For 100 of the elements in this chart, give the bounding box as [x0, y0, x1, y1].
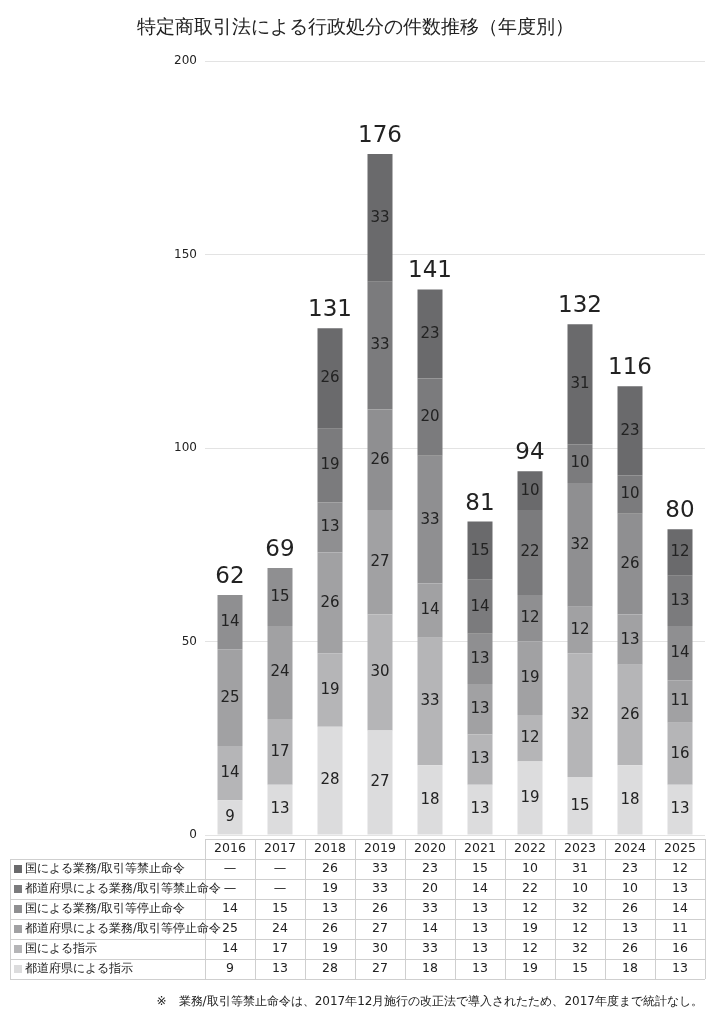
text: 23	[620, 420, 640, 439]
text: 13	[470, 749, 490, 768]
total-label: 94	[515, 438, 545, 465]
text: 27	[370, 772, 390, 791]
text: 26	[370, 449, 390, 468]
text: 9	[225, 807, 235, 826]
bar	[667, 529, 693, 576]
data-label: 32	[572, 900, 588, 916]
data-label: 23	[622, 860, 638, 876]
text: 26	[620, 554, 640, 573]
x-tick-label: 2019	[364, 840, 396, 856]
data-label: 10	[572, 880, 588, 896]
bar	[617, 664, 643, 766]
x-tick-label: 2021	[464, 840, 496, 856]
text: —	[273, 860, 287, 876]
bar	[217, 649, 243, 747]
bar	[467, 633, 493, 685]
text: 19	[520, 668, 540, 687]
data-label: 26	[322, 920, 338, 936]
data-label: 25	[222, 920, 238, 936]
data-label: 13	[472, 940, 488, 956]
total-label: 62	[215, 562, 245, 589]
text: 23	[420, 323, 440, 342]
legend-label: 国による指示	[25, 940, 97, 955]
total-label: 132	[558, 291, 602, 318]
legend-label: 国による業務/取引等禁止命令	[25, 860, 185, 875]
bar	[467, 521, 493, 580]
data-label: 30	[372, 940, 388, 956]
text: 13	[470, 648, 490, 667]
data-label: 32	[572, 940, 588, 956]
data-label: 26	[622, 940, 638, 956]
data-label: 14	[472, 880, 488, 896]
text: 18	[620, 789, 640, 808]
text: —	[273, 880, 287, 896]
data-label: 14	[422, 920, 438, 936]
data-label: 19	[522, 920, 538, 936]
text: 33	[370, 207, 390, 226]
total-label: 81	[465, 488, 495, 515]
y-tick-label: 50	[181, 633, 197, 648]
data-label: 33	[422, 900, 438, 916]
x-tick-label: 2018	[314, 840, 346, 856]
text: ※ 業務/取引等禁止命令は、2017年12月施行の改正法で導入されたため、2017年度まで統計なし。	[155, 993, 703, 1010]
bar	[317, 428, 343, 503]
y-tick-label: 200	[174, 53, 197, 68]
text: 24	[270, 662, 290, 681]
text: 14	[220, 762, 240, 781]
bar	[617, 386, 643, 476]
text: 27	[370, 552, 390, 571]
text: 31	[570, 374, 590, 393]
text: 18	[420, 789, 440, 808]
data-label: 13	[672, 880, 688, 896]
bar	[517, 641, 543, 716]
x-tick-label: 2023	[564, 840, 596, 856]
data-label: 19	[322, 940, 338, 956]
total-label: 116	[608, 353, 652, 380]
text: 32	[570, 704, 590, 723]
data-label: 19	[522, 960, 538, 976]
bar	[417, 637, 443, 766]
bar	[367, 409, 393, 510]
text: 11	[670, 691, 690, 710]
chart-title: 特定商取引法による行政処分の件数推移（年度別）	[136, 14, 575, 39]
data-label: 27	[372, 920, 388, 936]
text: 12	[520, 608, 540, 627]
bar	[217, 746, 243, 801]
text: 15	[270, 586, 290, 605]
text: 10	[570, 453, 590, 472]
data-label: 20	[422, 880, 438, 896]
data-label: 16	[672, 940, 688, 956]
legend-label: 都道府県による業務/取引等禁止命令	[25, 880, 221, 895]
bar	[667, 680, 693, 723]
bar	[267, 626, 293, 719]
text: 13	[270, 799, 290, 818]
text: 26	[320, 592, 340, 611]
data-label: 11	[672, 920, 688, 936]
text: 14	[220, 612, 240, 631]
text: 15	[470, 540, 490, 559]
y-tick-label: 100	[174, 440, 197, 455]
x-tick-label: 2022	[514, 840, 546, 856]
data-label: 26	[622, 900, 638, 916]
text: 15	[570, 795, 590, 814]
text: 33	[370, 335, 390, 354]
text: 14	[470, 596, 490, 615]
text: 10	[620, 484, 640, 503]
text: 28	[320, 770, 340, 789]
text: 19	[320, 455, 340, 474]
text: 13	[470, 799, 490, 818]
y-tick-label: 0	[189, 827, 197, 842]
text: 17	[270, 741, 290, 760]
data-label: 12	[522, 900, 538, 916]
bar	[517, 715, 543, 762]
data-label: 33	[422, 940, 438, 956]
text: 14	[670, 643, 690, 662]
x-tick-label: 2017	[264, 840, 296, 856]
text: 20	[420, 407, 440, 426]
data-label: 24	[272, 920, 288, 936]
bar	[417, 378, 443, 456]
text: 19	[520, 787, 540, 806]
data-label: 10	[522, 860, 538, 876]
x-tick-label: 2020	[414, 840, 446, 856]
data-label: 15	[572, 960, 588, 976]
